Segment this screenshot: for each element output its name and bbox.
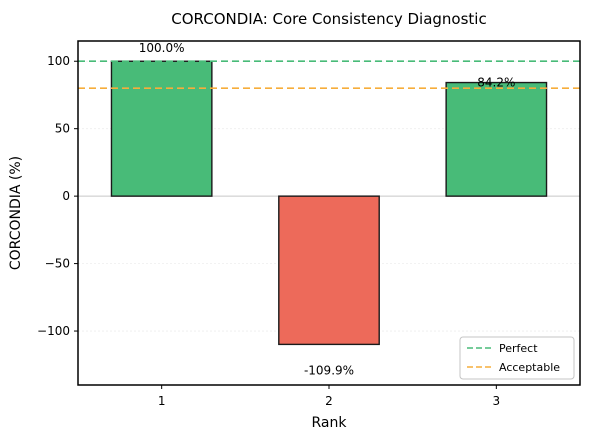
chart-title: CORCONDIA: Core Consistency Diagnostic	[171, 10, 486, 28]
y-axis-ticks: 100 50 0 −50 −100	[37, 54, 78, 338]
y-tick-label: 50	[55, 122, 70, 136]
y-tick-label: 0	[62, 189, 70, 203]
y-axis-label: CORCONDIA (%)	[8, 156, 24, 270]
legend-label-perfect: Perfect	[499, 342, 538, 355]
y-tick-label: 100	[47, 54, 70, 68]
y-tick-label: −100	[37, 324, 70, 338]
x-tick-label: 1	[158, 394, 166, 408]
value-label-2: -109.9%	[304, 363, 354, 377]
bar-value-labels: 100.0% -109.9% 84.2%	[139, 41, 516, 377]
bar-2	[278, 195, 380, 346]
bar-1	[110, 60, 213, 197]
value-label-1: 100.0%	[139, 41, 185, 55]
x-axis-label: Rank	[312, 415, 348, 431]
value-label-3: 84.2%	[477, 76, 515, 90]
x-tick-label: 2	[325, 394, 333, 408]
legend-label-acceptable: Acceptable	[499, 361, 560, 374]
y-tick-label: −50	[45, 257, 70, 271]
legend: Perfect Acceptable	[459, 336, 575, 380]
bar-3	[445, 81, 548, 197]
x-tick-label: 3	[493, 394, 501, 408]
x-axis-ticks: 1 2 3	[158, 385, 500, 408]
reference-lines	[78, 60, 580, 90]
bars	[110, 60, 548, 346]
